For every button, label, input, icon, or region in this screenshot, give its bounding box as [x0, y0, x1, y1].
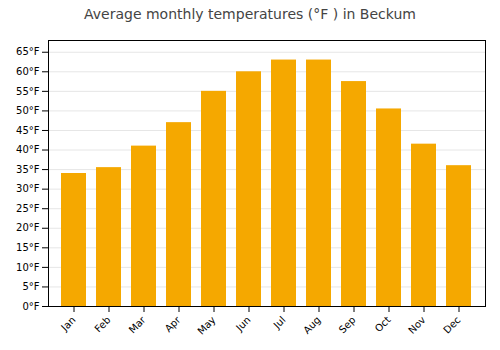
svg-text:55°F: 55°F [16, 86, 40, 97]
svg-text:Sep: Sep [337, 314, 358, 335]
svg-text:Oct: Oct [373, 314, 393, 334]
svg-text:35°F: 35°F [16, 164, 40, 175]
svg-text:25°F: 25°F [16, 203, 40, 214]
svg-text:60°F: 60°F [16, 66, 40, 77]
svg-text:45°F: 45°F [16, 125, 40, 136]
svg-text:5°F: 5°F [22, 281, 39, 292]
svg-text:Apr: Apr [163, 314, 184, 335]
svg-text:Mar: Mar [127, 314, 149, 336]
svg-text:Jan: Jan [58, 314, 77, 333]
svg-text:20°F: 20°F [16, 222, 40, 233]
svg-text:Dec: Dec [441, 314, 462, 335]
svg-text:65°F: 65°F [16, 46, 40, 57]
svg-text:Aug: Aug [301, 314, 323, 336]
svg-text:30°F: 30°F [16, 183, 40, 194]
svg-text:Jul: Jul [271, 314, 288, 331]
svg-text:10°F: 10°F [16, 262, 40, 273]
svg-text:40°F: 40°F [16, 144, 40, 155]
svg-text:0°F: 0°F [22, 301, 39, 312]
svg-text:15°F: 15°F [16, 242, 40, 253]
svg-text:Nov: Nov [406, 314, 428, 336]
html-text:Average monthly temperatures (: Average monthly temperatures (°F ) in Be… [84, 6, 416, 22]
svg-text:Feb: Feb [92, 314, 112, 334]
svg-text:Jun: Jun [233, 314, 253, 334]
svg-text:May: May [195, 314, 217, 336]
svg-text:50°F: 50°F [16, 105, 40, 116]
